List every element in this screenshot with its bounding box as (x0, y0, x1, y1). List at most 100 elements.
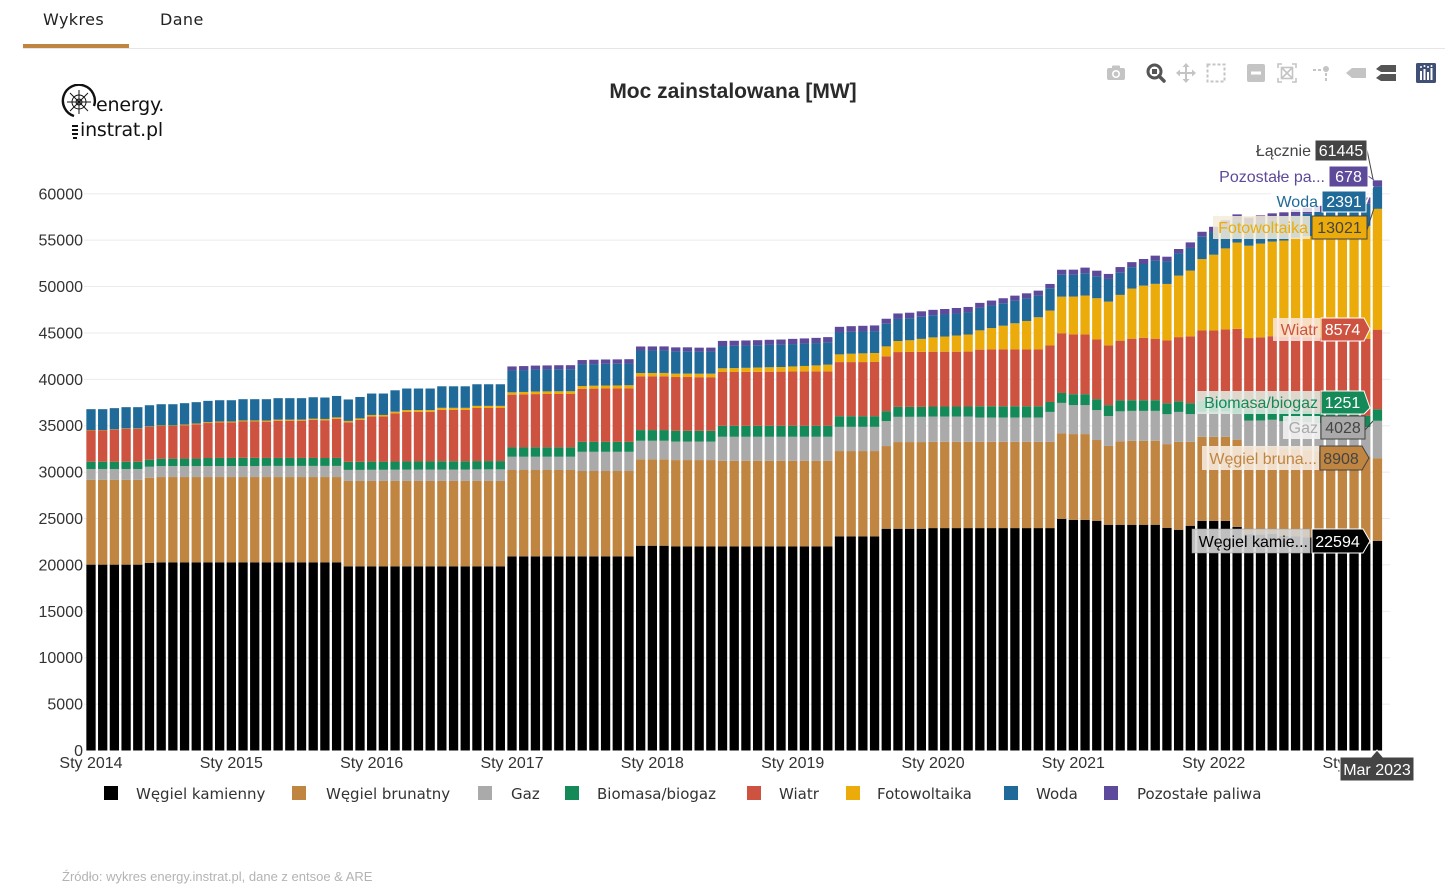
bar-segment-wiatr[interactable] (858, 362, 868, 417)
bar-segment-węgiel-brunatny[interactable] (916, 442, 926, 529)
bar-segment-wiatr[interactable] (682, 377, 693, 431)
bar-segment-fotowoltaika[interactable] (495, 405, 505, 409)
box-select-icon[interactable] (1203, 60, 1229, 86)
bar-segment-węgiel-brunatny[interactable] (1290, 449, 1301, 537)
bar-segment-fotowoltaika[interactable] (940, 336, 950, 352)
bar-segment-gaz[interactable] (881, 421, 891, 447)
bar-segment-fotowoltaika[interactable] (717, 368, 728, 373)
pan-icon[interactable] (1173, 60, 1199, 86)
bar-segment-fotowoltaika[interactable] (1080, 295, 1090, 335)
bar-segment-woda[interactable] (460, 386, 470, 408)
bar-segment-wiatr[interactable] (390, 413, 400, 462)
bar-segment-węgiel-kamienny[interactable] (811, 546, 821, 751)
bar-segment-fotowoltaika[interactable] (1314, 234, 1324, 338)
bar-segment-wiatr[interactable] (1045, 345, 1055, 402)
bar-segment-węgiel-brunatny[interactable] (600, 471, 611, 557)
bar-segment-fotowoltaika[interactable] (238, 420, 248, 422)
bar-segment-fotowoltaika[interactable] (846, 353, 856, 363)
bar-segment-węgiel-brunatny[interactable] (1057, 433, 1067, 519)
bar-segment-węgiel-kamienny[interactable] (647, 545, 658, 751)
bar-segment-węgiel-kamienny[interactable] (881, 528, 891, 751)
bar-segment-fotowoltaika[interactable] (893, 341, 903, 353)
bar-segment-woda[interactable] (636, 350, 646, 374)
bar-segment-wiatr[interactable] (1244, 338, 1254, 410)
bar-segment-węgiel-kamienny[interactable] (402, 566, 412, 751)
zoom-icon[interactable] (1143, 60, 1169, 86)
bar-segment-fotowoltaika[interactable] (1127, 288, 1137, 339)
bar-segment-węgiel-brunatny[interactable] (355, 480, 365, 567)
bar-segment-fotowoltaika[interactable] (1115, 294, 1125, 341)
bar-segment-węgiel-brunatny[interactable] (1138, 440, 1149, 525)
bar-segment-biomasa-biogaz[interactable] (905, 406, 915, 417)
bar-segment-pozostałe-paliwa[interactable] (1138, 258, 1149, 264)
bar-segment-gaz[interactable] (86, 468, 96, 480)
bar-segment-biomasa-biogaz[interactable] (425, 461, 435, 470)
bar-segment-biomasa-biogaz[interactable] (483, 461, 494, 470)
bar-segment-wiatr[interactable] (1021, 349, 1032, 407)
bar-segment-węgiel-brunatny[interactable] (483, 480, 494, 567)
bar-segment-węgiel-brunatny[interactable] (238, 477, 248, 563)
bar-segment-węgiel-brunatny[interactable] (647, 459, 658, 546)
bar-segment-fotowoltaika[interactable] (554, 391, 564, 394)
bar-segment-wiatr[interactable] (519, 394, 529, 448)
bar-segment-fotowoltaika[interactable] (1173, 275, 1184, 338)
bar-segment-wiatr[interactable] (261, 421, 272, 458)
bar-segment-węgiel-brunatny[interactable] (799, 460, 810, 547)
bar-segment-woda[interactable] (261, 399, 272, 421)
bar-segment-fotowoltaika[interactable] (308, 418, 318, 420)
bar-segment-fotowoltaika[interactable] (250, 420, 260, 422)
bar-segment-węgiel-brunatny[interactable] (1103, 445, 1114, 525)
bar-segment-woda[interactable] (156, 404, 166, 426)
bar-segment-woda[interactable] (975, 307, 985, 331)
bar-segment-biomasa-biogaz[interactable] (86, 461, 96, 469)
bar-segment-wiatr[interactable] (1138, 337, 1149, 401)
bar-segment-biomasa-biogaz[interactable] (273, 457, 283, 466)
bar-segment-węgiel-kamienny[interactable] (975, 528, 985, 751)
bar-segment-woda[interactable] (390, 390, 400, 412)
bar-segment-fotowoltaika[interactable] (659, 372, 669, 377)
bar-segment-wiatr[interactable] (1372, 329, 1383, 410)
bar-segment-biomasa-biogaz[interactable] (577, 441, 587, 452)
bar-segment-woda[interactable] (226, 400, 236, 422)
bar-segment-woda[interactable] (378, 393, 389, 415)
bar-segment-woda[interactable] (238, 399, 248, 421)
bar-segment-biomasa-biogaz[interactable] (975, 406, 985, 418)
bar-segment-gaz[interactable] (1173, 411, 1184, 442)
bar-segment-węgiel-brunatny[interactable] (460, 480, 470, 567)
bar-segment-wiatr[interactable] (144, 426, 155, 460)
bar-segment-gaz[interactable] (378, 469, 389, 481)
bar-segment-woda[interactable] (1127, 267, 1137, 289)
bar-segment-węgiel-brunatny[interactable] (390, 480, 400, 567)
bar-segment-węgiel-brunatny[interactable] (729, 460, 739, 547)
bar-segment-wiatr[interactable] (273, 420, 283, 458)
bar-segment-woda[interactable] (507, 370, 517, 393)
bar-segment-fotowoltaika[interactable] (425, 410, 435, 412)
bar-segment-węgiel-brunatny[interactable] (1080, 434, 1090, 520)
bar-segment-węgiel-kamienny[interactable] (893, 528, 903, 751)
bar-segment-wiatr[interactable] (238, 421, 248, 458)
bar-segment-wiatr[interactable] (1267, 336, 1277, 409)
bar-segment-gaz[interactable] (121, 468, 131, 480)
bar-segment-biomasa-biogaz[interactable] (788, 425, 798, 437)
bar-segment-wiatr[interactable] (308, 419, 318, 458)
bar-segment-wiatr[interactable] (1232, 328, 1242, 403)
autoscale-icon[interactable] (1274, 60, 1300, 86)
bar-segment-biomasa-biogaz[interactable] (144, 459, 155, 467)
bar-segment-pozostałe-paliwa[interactable] (788, 338, 798, 345)
bar-segment-wiatr[interactable] (495, 408, 505, 462)
bar-segment-gaz[interactable] (1068, 405, 1079, 435)
bar-segment-węgiel-kamienny[interactable] (1185, 525, 1195, 751)
bar-segment-biomasa-biogaz[interactable] (1057, 392, 1067, 403)
camera-icon[interactable] (1103, 60, 1129, 86)
bar-segment-gaz[interactable] (647, 440, 658, 460)
bar-segment-pozostałe-paliwa[interactable] (1127, 262, 1137, 268)
bar-segment-węgiel-brunatny[interactable] (1279, 448, 1289, 536)
bar-segment-wiatr[interactable] (776, 371, 786, 426)
bar-segment-wiatr[interactable] (530, 394, 541, 448)
bar-segment-węgiel-kamienny[interactable] (834, 536, 845, 751)
bar-segment-pozostałe-paliwa[interactable] (764, 339, 774, 345)
bar-segment-fotowoltaika[interactable] (448, 407, 459, 410)
bar-segment-wiatr[interactable] (869, 361, 880, 417)
bar-segment-węgiel-brunatny[interactable] (998, 441, 1008, 529)
bar-segment-gaz[interactable] (261, 465, 272, 478)
